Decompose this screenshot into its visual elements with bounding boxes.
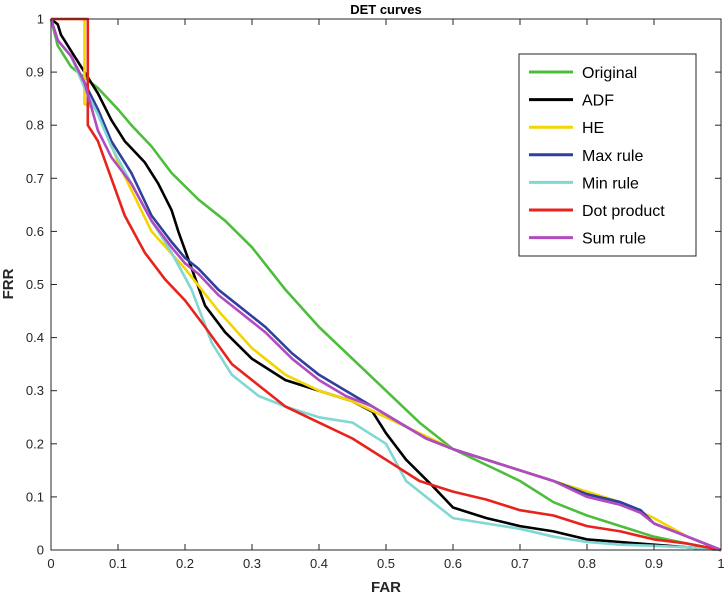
y-tick-label: 0	[37, 543, 44, 558]
legend-label: Original	[582, 65, 637, 82]
series-line-dot-product	[51, 17, 722, 552]
x-tick-label: 0.3	[243, 556, 261, 571]
y-tick-label: 0.5	[26, 277, 44, 292]
ticks-layer: 0 0.1 0.2 0.3 0.4 0.5 0.6 0.7 0.8 0.9 1 0 0.1 0.2 0.3 0…	[26, 12, 725, 572]
y-tick-label: 0.7	[26, 171, 44, 186]
x-tick-label: 0.6	[444, 556, 462, 571]
legend: Original ADF HE Max rule Min rule Dot product…	[518, 53, 697, 257]
x-tick-label: 0.1	[109, 556, 127, 571]
series-layer	[49, 17, 722, 552]
legend-label: Max rule	[582, 148, 643, 165]
series-line-original	[49, 18, 722, 552]
y-tick-label: 0.4	[26, 330, 44, 345]
x-tick-label: 0.7	[511, 556, 529, 571]
x-axis-label: FAR	[371, 579, 401, 596]
x-tick-label: 0.8	[578, 556, 596, 571]
y-tick-label: 0.8	[26, 118, 44, 133]
legend-label: ADF	[582, 93, 614, 110]
legend-label: HE	[582, 120, 604, 137]
x-tick-label: 1	[717, 556, 724, 571]
x-tick-label: 0	[47, 556, 54, 571]
y-tick-label: 0.9	[26, 65, 44, 80]
legend-items: Original ADF HE Max rule Min rule Dot product…	[529, 65, 665, 248]
x-tick-label: 0.9	[645, 556, 663, 571]
x-tick-label: 0.4	[310, 556, 328, 571]
series-line-max-rule	[49, 18, 722, 552]
y-tick-label: 0.2	[26, 436, 44, 451]
x-tick-label: 0.5	[377, 556, 395, 571]
series-line-min-rule	[49, 18, 722, 552]
legend-label: Dot product	[582, 203, 665, 220]
x-tick-label: 0.2	[176, 556, 194, 571]
chart-title: DET curves	[350, 2, 422, 17]
legend-label: Sum rule	[582, 231, 646, 248]
y-axis-label: FRR	[0, 268, 17, 299]
series-line-sum-rule	[49, 18, 722, 552]
legend-label: Min rule	[582, 175, 639, 192]
y-tick-label: 1	[37, 12, 44, 27]
y-tick-label: 0.6	[26, 224, 44, 239]
y-tick-label: 0.1	[26, 489, 44, 504]
y-tick-label: 0.3	[26, 383, 44, 398]
